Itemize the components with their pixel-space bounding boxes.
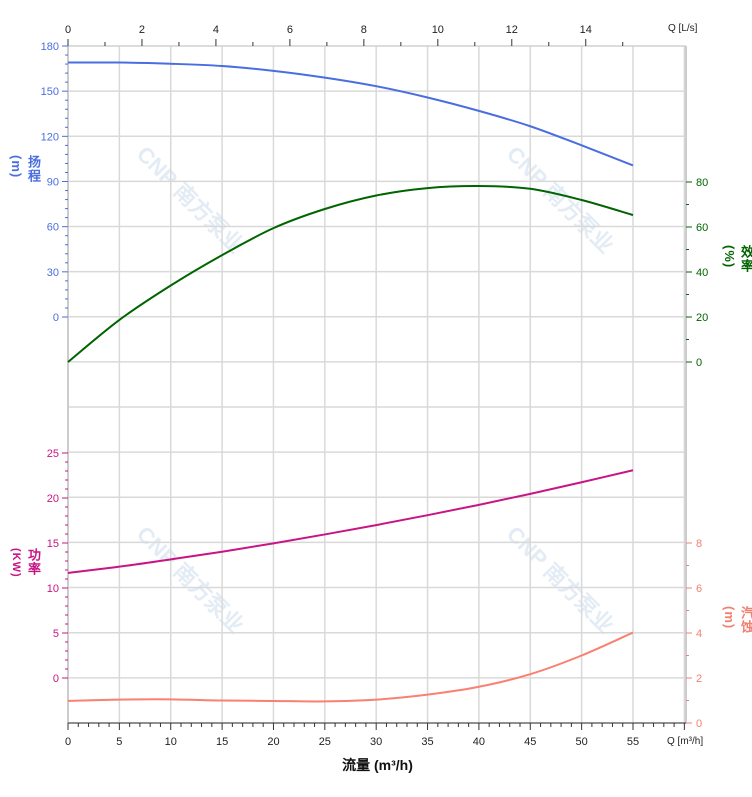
- efficiency-axis-tick-label: 0: [696, 357, 702, 369]
- watermark: CNP 南方泵业: [502, 141, 619, 258]
- top-axis-tick-label: 8: [361, 24, 367, 36]
- efficiency-axis-unit: (%): [722, 245, 737, 269]
- top-axis-tick-label: 12: [506, 24, 518, 36]
- watermark: CNP 南方泵业: [132, 141, 249, 258]
- npsh-axis-tick-label: 4: [696, 628, 702, 640]
- power-axis-name: 功率: [26, 548, 41, 576]
- npsh-axis-name: 汽蚀: [739, 606, 752, 634]
- power-axis-tick-label: 0: [53, 673, 59, 685]
- efficiency-axis-tick-label: 40: [696, 267, 708, 279]
- head-axis-label: 扬程 (m): [9, 155, 43, 183]
- top-axis-tick-label: 10: [432, 24, 444, 36]
- power-axis-label: 功率 (KW): [9, 548, 43, 578]
- power-axis-unit: (KW): [10, 548, 22, 578]
- efficiency-axis-tick-label: 20: [696, 312, 708, 324]
- head-axis-tick-label: 120: [41, 131, 59, 143]
- x-axis-tick-label: 50: [576, 736, 588, 748]
- efficiency-axis-tick-label: 80: [696, 177, 708, 189]
- watermark: CNP 南方泵业: [502, 521, 619, 638]
- npsh-axis-label: 汽蚀 (m): [722, 606, 752, 634]
- npsh-axis-unit: (m): [722, 606, 737, 630]
- efficiency-axis-label: 效率 (%): [722, 245, 752, 273]
- top-axis-tick-label: 4: [213, 24, 219, 36]
- top-axis-unit: Q [L/s]: [668, 23, 698, 34]
- x-axis-tick-label: 30: [370, 736, 382, 748]
- x-axis-tick-label: 5: [116, 736, 122, 748]
- top-axis-tick-label: 2: [139, 24, 145, 36]
- x-axis-title: 流量 (m³/h): [342, 757, 413, 773]
- x-axis-tick-label: 40: [473, 736, 485, 748]
- npsh-axis-tick-label: 0: [696, 718, 702, 730]
- power-axis-tick-label: 10: [47, 583, 59, 595]
- npsh-axis-tick-label: 2: [696, 673, 702, 685]
- head-axis-tick-label: 90: [47, 177, 59, 189]
- power-curve: [67, 469, 634, 574]
- x-axis-tick-label: 0: [65, 736, 71, 748]
- top-axis-tick-label: 14: [580, 24, 592, 36]
- top-axis-tick-label: 6: [287, 24, 293, 36]
- head-axis-tick-label: 180: [41, 41, 59, 53]
- head-curve: [67, 61, 634, 167]
- head-axis-name: 扬程: [26, 155, 41, 183]
- x-axis-tick-label: 45: [524, 736, 536, 748]
- npsh-axis-tick-label: 6: [696, 583, 702, 595]
- efficiency-curve: [67, 185, 634, 363]
- power-axis-tick-label: 25: [47, 448, 59, 460]
- head-axis-tick-label: 150: [41, 86, 59, 98]
- npsh-curve: [67, 631, 634, 703]
- head-axis-unit: (m): [9, 155, 24, 179]
- x-axis-tick-label: 20: [267, 736, 279, 748]
- npsh-axis-tick-label: 8: [696, 538, 702, 550]
- power-axis-tick-label: 15: [47, 538, 59, 550]
- x-axis-tick-label: 35: [421, 736, 433, 748]
- power-axis-tick-label: 5: [53, 628, 59, 640]
- x-axis-unit: Q [m³/h]: [667, 736, 704, 747]
- head-axis-tick-label: 0: [53, 312, 59, 324]
- efficiency-axis-name: 效率: [739, 245, 752, 273]
- top-axis-tick-label: 0: [65, 24, 71, 36]
- head-axis-tick-label: 30: [47, 267, 59, 279]
- x-axis-tick-label: 10: [165, 736, 177, 748]
- x-axis-tick-label: 25: [319, 736, 331, 748]
- x-axis-tick-label: 55: [627, 736, 639, 748]
- x-axis-tick-label: 15: [216, 736, 228, 748]
- head-axis-tick-label: 60: [47, 222, 59, 234]
- efficiency-axis-tick-label: 60: [696, 222, 708, 234]
- power-axis-tick-label: 20: [47, 493, 59, 505]
- watermark: CNP 南方泵业: [132, 521, 249, 638]
